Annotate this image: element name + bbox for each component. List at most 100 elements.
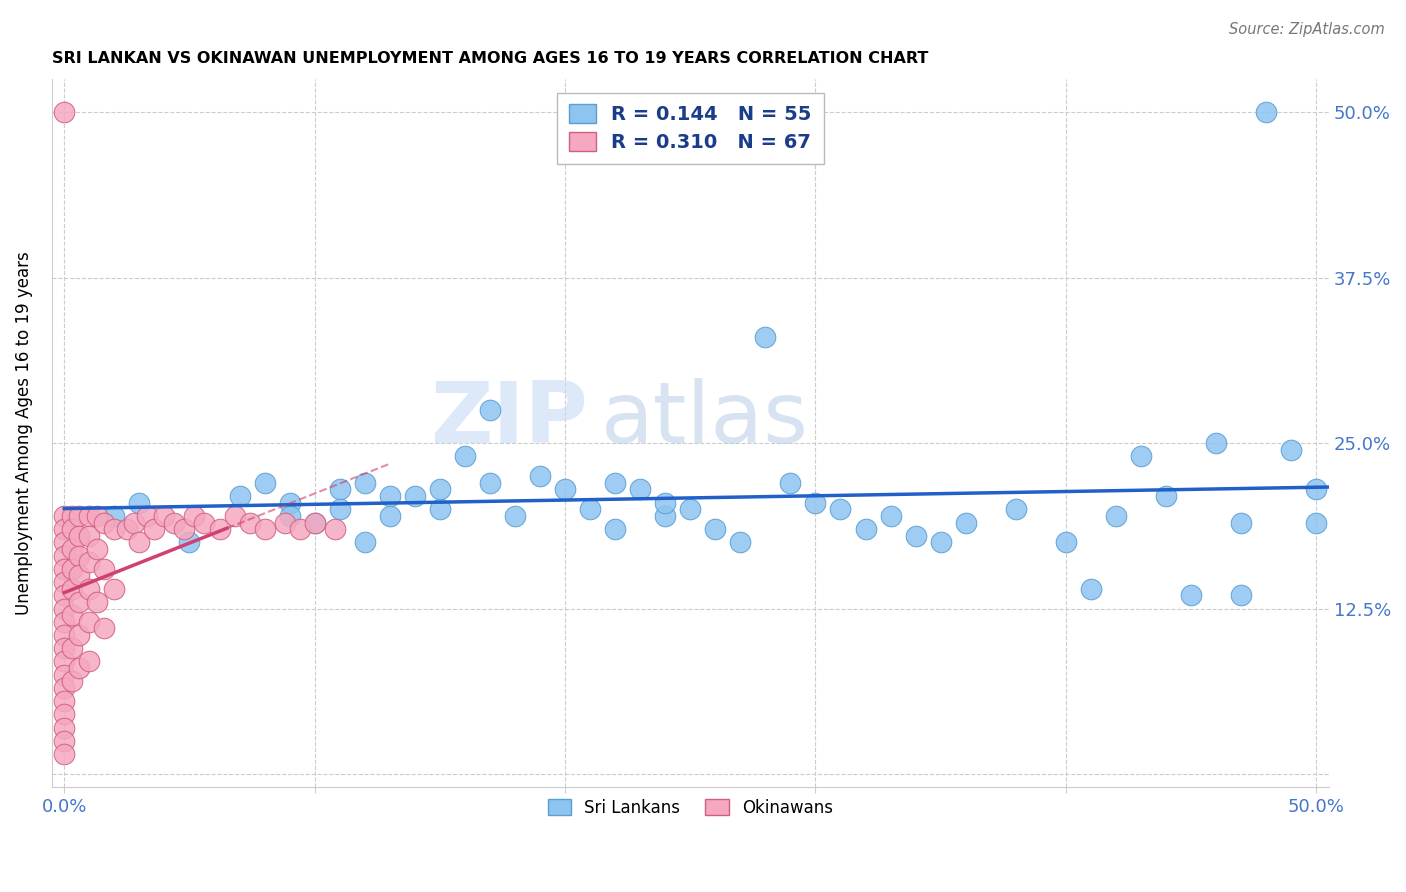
Point (53, 588, 76, 602)
Point (1154, 489, 1177, 503)
Point (103, 508, 125, 523)
Point (353, 535, 375, 549)
Point (53, 641, 76, 656)
Point (605, 522, 627, 536)
Point (1054, 535, 1077, 549)
Point (855, 522, 877, 536)
Point (529, 469, 551, 483)
Point (1004, 502, 1026, 516)
Point (579, 502, 602, 516)
Point (93, 516, 115, 530)
Point (67, 549, 90, 563)
Point (67, 529, 90, 543)
Point (53, 707, 76, 722)
Point (929, 535, 952, 549)
Point (554, 483, 576, 497)
Point (86, 508, 108, 523)
Point (429, 502, 451, 516)
Point (323, 522, 346, 536)
Point (730, 535, 752, 549)
Point (60, 562, 83, 576)
Point (253, 475, 276, 490)
Point (1230, 516, 1253, 530)
Text: atlas: atlas (600, 377, 808, 460)
Point (60, 674, 83, 689)
Point (253, 522, 276, 536)
Point (830, 502, 852, 516)
Point (329, 483, 352, 497)
Point (779, 475, 801, 490)
Point (179, 535, 201, 549)
Point (1230, 588, 1253, 602)
Point (143, 522, 166, 536)
Text: SRI LANKAN VS OKINAWAN UNEMPLOYMENT AMONG AGES 16 TO 19 YEARS CORRELATION CHART: SRI LANKAN VS OKINAWAN UNEMPLOYMENT AMON… (52, 51, 928, 66)
Point (378, 508, 401, 523)
Point (628, 483, 651, 497)
Point (478, 475, 501, 490)
Point (60, 508, 83, 523)
Point (67, 661, 90, 675)
Point (124, 516, 146, 530)
Point (53, 681, 76, 695)
Point (67, 568, 90, 582)
Point (1256, 105, 1278, 120)
Point (163, 516, 186, 530)
Point (79, 508, 101, 523)
Point (53, 105, 76, 120)
Point (304, 516, 326, 530)
Point (53, 694, 76, 708)
Point (93, 621, 115, 635)
Point (60, 641, 83, 656)
Point (53, 628, 76, 642)
Point (1080, 582, 1102, 596)
Point (53, 615, 76, 629)
Point (103, 522, 125, 536)
Point (60, 608, 83, 623)
Point (53, 655, 76, 669)
Point (128, 535, 150, 549)
Text: Source: ZipAtlas.com: Source: ZipAtlas.com (1229, 22, 1385, 37)
Point (153, 508, 176, 523)
Point (128, 496, 150, 510)
Point (86, 541, 108, 556)
Point (478, 403, 501, 417)
Point (429, 483, 451, 497)
Point (754, 330, 776, 344)
Point (353, 475, 375, 490)
Point (60, 541, 83, 556)
Point (1305, 483, 1327, 497)
Point (278, 496, 301, 510)
Point (79, 555, 101, 569)
Point (879, 508, 901, 523)
Point (654, 496, 676, 510)
Point (53, 508, 76, 523)
Point (67, 628, 90, 642)
Legend: Sri Lankans, Okinawans: Sri Lankans, Okinawans (540, 790, 841, 825)
Y-axis label: Unemployment Among Ages 16 to 19 years: Unemployment Among Ages 16 to 19 years (15, 252, 32, 615)
Point (173, 522, 195, 536)
Point (79, 582, 101, 596)
Point (67, 595, 90, 609)
Point (183, 508, 205, 523)
Point (273, 516, 295, 530)
Point (228, 489, 250, 503)
Point (605, 475, 627, 490)
Point (288, 522, 311, 536)
Point (93, 562, 115, 576)
Point (53, 747, 76, 761)
Point (103, 582, 125, 596)
Point (1305, 516, 1327, 530)
Point (53, 535, 76, 549)
Point (679, 502, 702, 516)
Point (67, 508, 90, 523)
Point (454, 450, 477, 464)
Point (329, 502, 352, 516)
Point (304, 516, 326, 530)
Point (115, 522, 138, 536)
Point (53, 549, 76, 563)
Point (53, 721, 76, 735)
Point (955, 516, 977, 530)
Point (53, 522, 76, 536)
Point (79, 655, 101, 669)
Point (53, 667, 76, 681)
